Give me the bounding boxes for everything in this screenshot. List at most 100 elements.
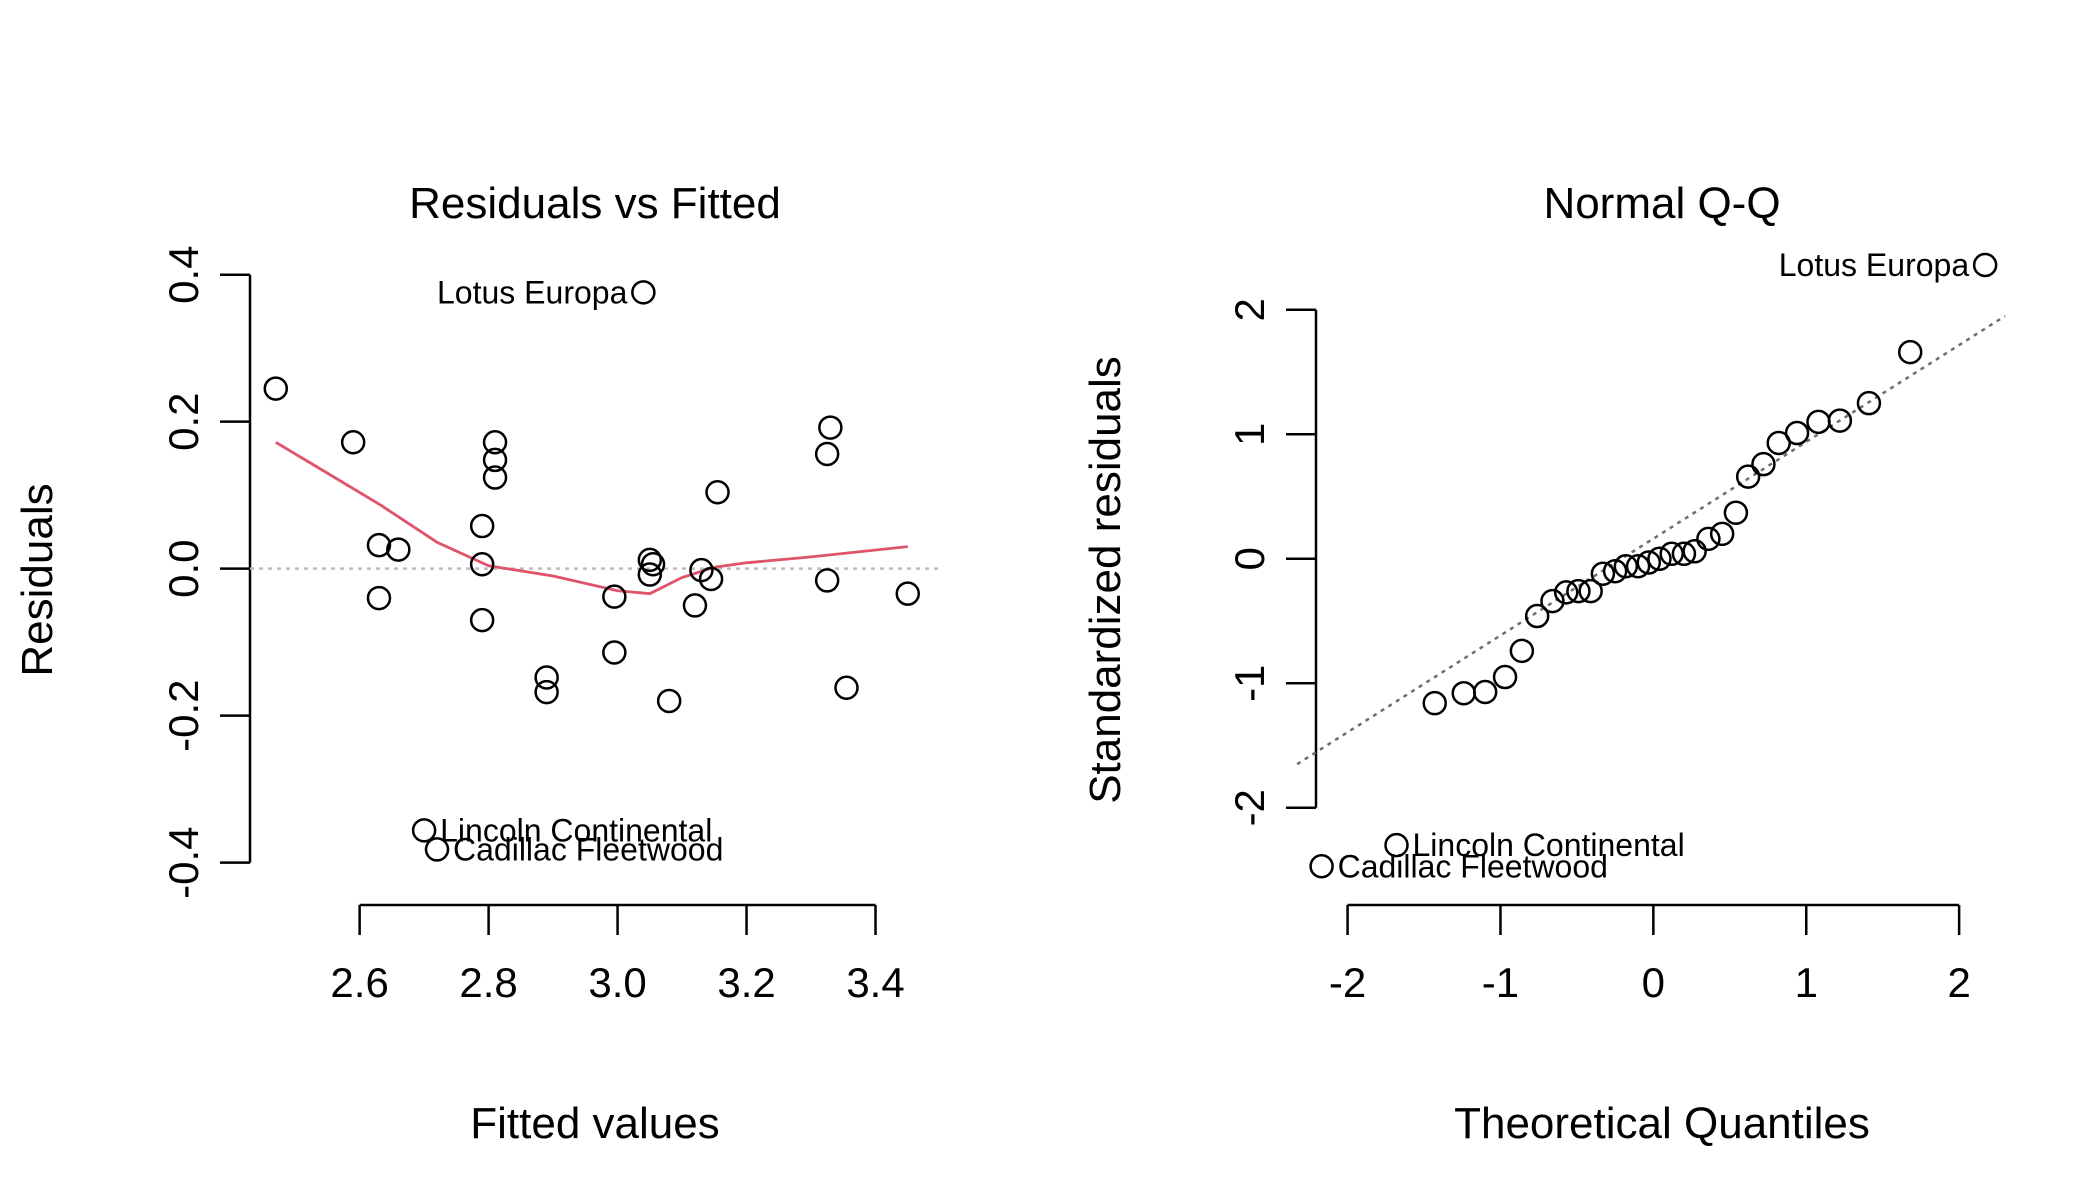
data-point	[1451, 680, 1477, 706]
point-label: Cadillac Fleetwood	[1338, 848, 1608, 884]
normal-qq-panel: Normal Q-Q Theoretical Quantiles Standar…	[1081, 179, 2006, 1148]
data-point	[482, 430, 508, 455]
data-point	[1784, 420, 1810, 446]
y-tick-label: -1	[1226, 665, 1273, 702]
smooth-line	[275, 441, 908, 596]
chart-title: Normal Q-Q	[1543, 179, 1780, 228]
data-point	[895, 581, 921, 606]
data-point	[1578, 578, 1603, 604]
data-point	[1625, 553, 1651, 579]
data-point	[682, 593, 708, 618]
data-point	[469, 513, 495, 539]
x-tick-label: 3.0	[588, 959, 646, 1006]
x-tick-label: 3.4	[846, 959, 904, 1006]
data-point	[637, 562, 663, 587]
data-point	[602, 584, 627, 609]
data-point	[631, 280, 656, 305]
x-axis-label: Theoretical Quantiles	[1454, 1099, 1870, 1148]
x-tick-label: 2	[1947, 959, 1970, 1006]
plot-area: 2.6 2.8 3.0 3.2 3.4 -0.4 -0.2 0.0 0.2 0.4 Lotus Eu…	[160, 246, 940, 1006]
data-point	[1509, 638, 1535, 664]
y-tick-label: -0.4	[160, 826, 207, 898]
data-point	[1384, 832, 1409, 858]
data-point	[1766, 430, 1791, 456]
data-point	[1709, 521, 1735, 547]
data-point	[1696, 526, 1721, 552]
y-tick-label: 1	[1226, 423, 1273, 446]
y-axis-label: Residuals	[13, 483, 62, 676]
data-point	[469, 607, 495, 633]
data-point	[1540, 588, 1565, 614]
x-tick-label: -2	[1329, 959, 1366, 1006]
data-point	[386, 537, 411, 562]
data-point	[1972, 252, 1998, 278]
data-point	[1492, 664, 1518, 690]
data-point	[482, 465, 508, 490]
data-point	[698, 566, 724, 592]
data-point	[1856, 390, 1882, 416]
data-point	[411, 818, 437, 843]
x-axis-label: Fitted values	[470, 1099, 719, 1148]
data-point	[1723, 500, 1749, 525]
data-point	[1553, 580, 1579, 605]
data-point	[1647, 546, 1672, 572]
data-point	[1566, 578, 1591, 604]
data-point	[814, 441, 840, 467]
data-point	[1682, 539, 1707, 564]
data-point	[1806, 409, 1831, 435]
data-point	[1735, 464, 1761, 489]
data-point	[366, 585, 392, 611]
data-point	[602, 640, 627, 665]
y-tick-label: 0.2	[160, 392, 207, 450]
chart-title: Residuals vs Fitted	[409, 179, 781, 228]
point-label: Lincoln Continental	[1413, 827, 1685, 863]
data-point	[1590, 561, 1616, 586]
y-tick-label: 2	[1226, 298, 1273, 321]
point-label: Lotus Europa	[1779, 247, 1970, 283]
x-tick-label: 1	[1795, 959, 1818, 1006]
data-point	[1602, 558, 1628, 584]
point-label: Cadillac Fleetwood	[453, 831, 723, 867]
data-point	[340, 430, 366, 455]
data-point	[656, 688, 682, 714]
y-tick-label: -2	[1226, 789, 1273, 826]
data-point	[834, 675, 859, 700]
data-point	[1751, 451, 1776, 477]
data-point	[1827, 408, 1853, 433]
x-tick-label: -1	[1482, 959, 1519, 1006]
data-point	[424, 837, 450, 862]
y-axis-label: Standardized residuals	[1081, 356, 1130, 804]
x-tick-label: 3.2	[717, 959, 775, 1006]
data-point	[818, 415, 843, 440]
y-tick-label: 0.4	[160, 246, 207, 304]
reference-line	[1296, 314, 2006, 766]
data-point	[1636, 550, 1662, 575]
data-point	[263, 376, 289, 401]
y-tick-label: 0	[1226, 547, 1273, 570]
point-label: Lincoln Continental	[440, 812, 712, 848]
data-point	[814, 568, 840, 593]
data-point	[534, 665, 559, 690]
data-point	[366, 532, 392, 558]
data-point	[1613, 553, 1639, 579]
x-tick-label: 2.6	[330, 959, 388, 1006]
data-point	[705, 479, 730, 505]
data-point	[1309, 854, 1334, 879]
data-point	[637, 547, 663, 573]
data-point	[534, 679, 559, 705]
x-tick-label: 0	[1642, 959, 1665, 1006]
x-tick-label: 2.8	[459, 959, 517, 1006]
data-point	[1524, 603, 1550, 629]
y-tick-label: 0.0	[160, 539, 207, 597]
data-point	[1472, 679, 1498, 705]
y-tick-label: -0.2	[160, 679, 207, 751]
data-point	[640, 552, 666, 577]
data-point	[1422, 690, 1447, 716]
data-point	[1671, 541, 1697, 567]
data-point	[469, 552, 495, 577]
point-label: Lotus Europa	[437, 274, 628, 310]
residuals-vs-fitted-panel: Residuals vs Fitted Fitted values Residu…	[13, 179, 940, 1148]
plot-area: -2 -1 0 1 2 -2 -1 0 1 2 Lotus Europa Lincoln Contin…	[1226, 247, 2006, 1006]
data-point	[1897, 339, 1923, 365]
